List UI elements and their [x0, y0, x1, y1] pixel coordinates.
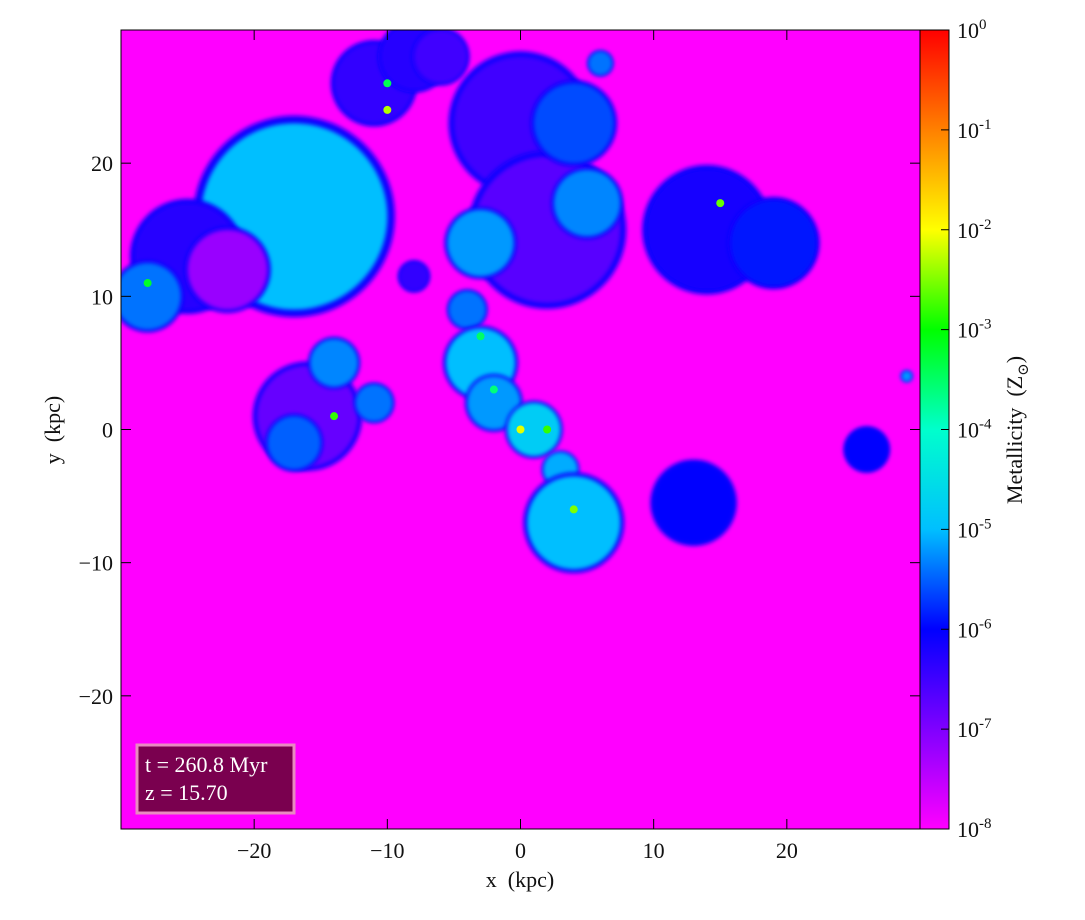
x-tick-label: 20 — [776, 838, 798, 863]
metallicity-blobs — [121, 30, 913, 574]
x-tick-label: 10 — [643, 838, 665, 863]
metallicity-blob — [467, 376, 521, 430]
heatmap-panel: −20 −10 0 10 20 −20 −10 0 10 20 — [79, 29, 921, 863]
annotation-box — [135, 743, 296, 815]
colorbar-ticks: 100 10-1 10-2 10-3 10-4 10-5 10-6 10-7 10-8 — [941, 17, 992, 842]
colorbar-tick-label: 10-5 — [957, 516, 992, 542]
metallicity-blob — [355, 384, 393, 422]
metallicity-blob — [527, 476, 621, 570]
metallicity-blob — [588, 51, 613, 76]
colorbar-tick-label: 10-8 — [957, 816, 992, 842]
metallicity-blob — [845, 428, 889, 471]
x-axis-ticks: −20 −10 0 10 20 — [237, 30, 798, 863]
metallicity-blob — [187, 229, 268, 310]
colorbar-label-text: Metallicity (Z — [1002, 376, 1027, 504]
metallicity-blob — [310, 338, 359, 387]
x-tick-label: 0 — [515, 838, 526, 863]
metallicity-blob — [730, 200, 817, 286]
metallicity-blob — [413, 30, 468, 84]
colorbar-tick-label: 10-7 — [957, 716, 992, 742]
colorbar-tick-label: 10-3 — [957, 317, 992, 343]
colorbar-tick-label: 10-6 — [957, 616, 992, 642]
colorbar-label-subscript: ⊙ — [1016, 363, 1032, 376]
metallicity-hotspots — [143, 79, 725, 514]
metallicity-hotspot — [569, 505, 578, 514]
metallicity-blob — [507, 402, 561, 457]
annotation-time: t = 260.8 Myr — [145, 752, 268, 777]
metallicity-blob — [399, 261, 429, 292]
y-tick-label: 10 — [91, 284, 113, 309]
colorbar-tick-label: 100 — [957, 17, 987, 43]
metallicity-hotspot — [543, 425, 552, 434]
metallicity-blob — [901, 370, 913, 382]
colorbar-label: Metallicity (Z⊙) — [1002, 356, 1032, 504]
colorbar: 100 10-1 10-2 10-3 10-4 10-5 10-6 10-7 10-8 Meta… — [919, 17, 1032, 842]
metallicity-blob — [533, 83, 614, 164]
time-redshift-annotation: t = 260.8 Myr z = 15.70 — [135, 743, 296, 815]
metallicity-blob — [553, 169, 621, 237]
y-tick-label: 0 — [102, 418, 113, 443]
metallicity-hotspot — [516, 425, 525, 434]
colorbar-tick-label: 10-1 — [957, 117, 992, 143]
y-tick-label: 20 — [91, 151, 113, 176]
metallicity-blob — [267, 416, 321, 470]
metallicity-blob — [653, 462, 734, 543]
colorbar-tick-label: 10-2 — [957, 217, 992, 243]
metallicity-blob — [448, 291, 486, 329]
x-axis-label: x (kpc) — [486, 867, 554, 892]
metallicity-hotspot — [143, 279, 152, 288]
y-tick-label: −10 — [79, 551, 113, 576]
y-axis-ticks: −20 −10 0 10 20 — [79, 151, 920, 709]
metallicity-hotspot — [383, 105, 392, 114]
x-tick-label: −10 — [370, 838, 404, 863]
y-axis-label: y (kpc) — [40, 396, 65, 464]
annotation-redshift: z = 15.70 — [145, 780, 228, 805]
y-tick-label: −20 — [79, 684, 113, 709]
metallicity-hotspot — [476, 332, 485, 341]
metallicity-hotspot — [383, 79, 392, 88]
metallicity-hotspot — [489, 385, 498, 394]
colorbar-tick-label: 10-4 — [957, 417, 992, 443]
metallicity-blob — [121, 263, 181, 330]
colorbar-label-close: ) — [1002, 356, 1027, 363]
metallicity-hotspot — [716, 199, 725, 208]
metallicity-hotspot — [330, 412, 339, 421]
metallicity-blob — [447, 209, 514, 277]
x-tick-label: −20 — [237, 838, 271, 863]
